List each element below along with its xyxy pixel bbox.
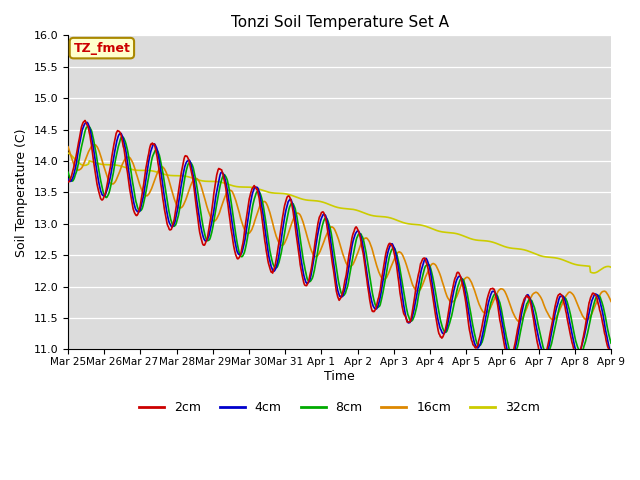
X-axis label: Time: Time [324,370,355,383]
Legend: 2cm, 4cm, 8cm, 16cm, 32cm: 2cm, 4cm, 8cm, 16cm, 32cm [134,396,545,420]
Y-axis label: Soil Temperature (C): Soil Temperature (C) [15,128,28,257]
Text: TZ_fmet: TZ_fmet [74,42,131,55]
Title: Tonzi Soil Temperature Set A: Tonzi Soil Temperature Set A [230,15,449,30]
